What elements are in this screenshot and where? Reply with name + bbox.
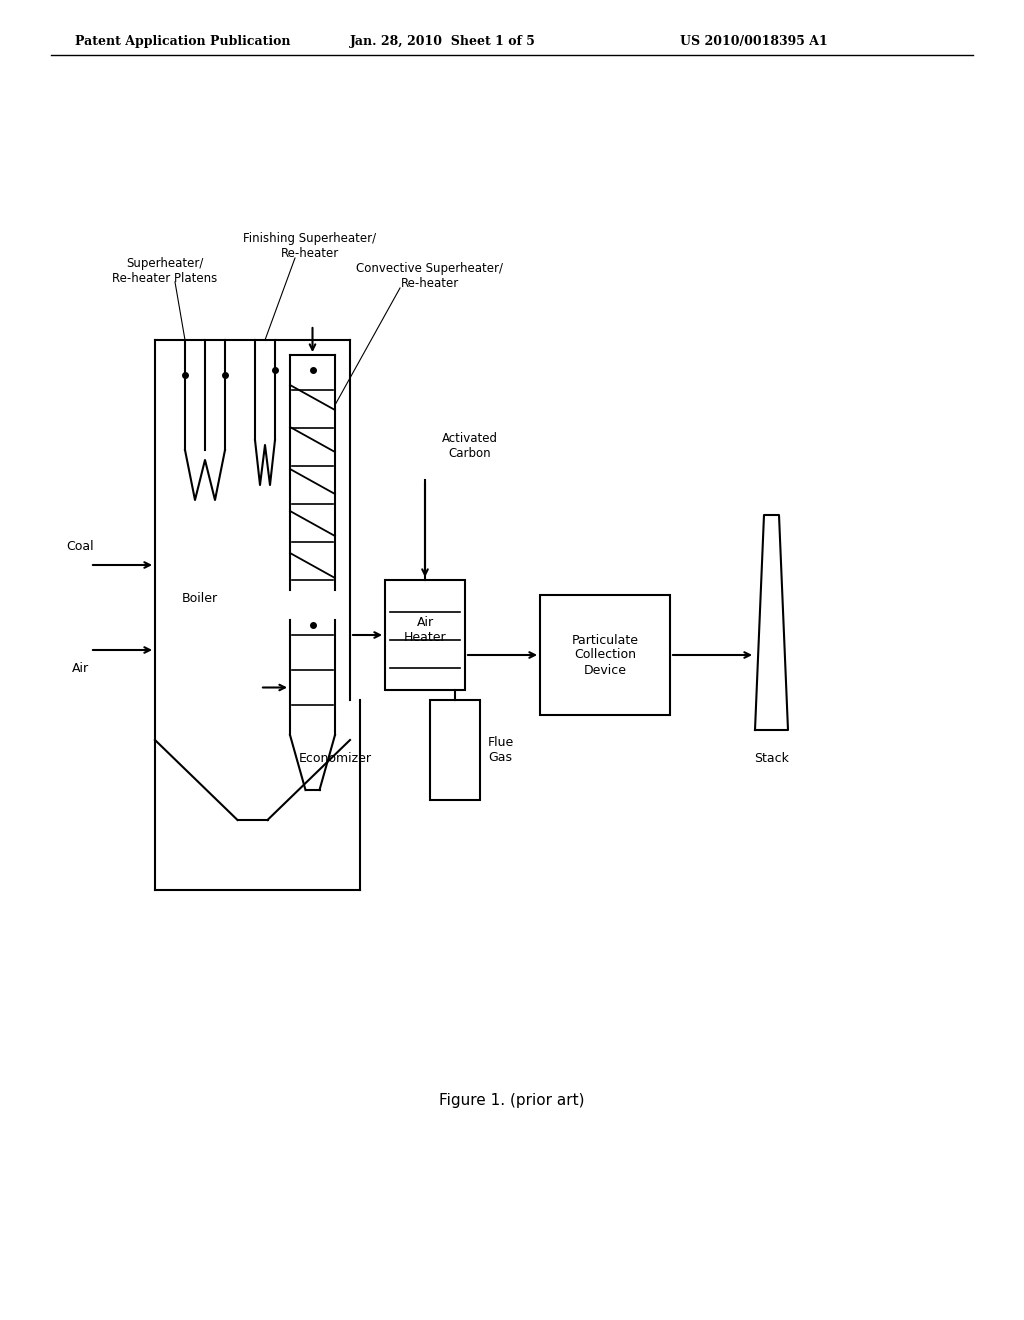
- Text: US 2010/0018395 A1: US 2010/0018395 A1: [680, 36, 827, 48]
- Text: Superheater/
Re-heater Platens: Superheater/ Re-heater Platens: [113, 257, 218, 285]
- Text: Stack: Stack: [754, 752, 788, 766]
- Text: Convective Superheater/
Re-heater: Convective Superheater/ Re-heater: [356, 261, 504, 290]
- Text: Air: Air: [72, 663, 88, 675]
- Text: Patent Application Publication: Patent Application Publication: [75, 36, 291, 48]
- Bar: [540, 595, 670, 715]
- Text: Jan. 28, 2010  Sheet 1 of 5: Jan. 28, 2010 Sheet 1 of 5: [350, 36, 536, 48]
- Text: Economizer: Economizer: [299, 752, 372, 766]
- Text: Flue
Gas: Flue Gas: [488, 737, 514, 764]
- Text: Finishing Superheater/
Re-heater: Finishing Superheater/ Re-heater: [244, 232, 377, 260]
- Text: Coal: Coal: [67, 540, 94, 553]
- Text: Activated
Carbon: Activated Carbon: [442, 432, 498, 459]
- Bar: [430, 700, 480, 800]
- Text: Particulate
Collection
Device: Particulate Collection Device: [571, 634, 639, 676]
- Text: Boiler: Boiler: [182, 591, 218, 605]
- Text: Air
Heater: Air Heater: [403, 616, 446, 644]
- Text: Figure 1. (prior art): Figure 1. (prior art): [439, 1093, 585, 1107]
- Bar: [385, 579, 465, 690]
